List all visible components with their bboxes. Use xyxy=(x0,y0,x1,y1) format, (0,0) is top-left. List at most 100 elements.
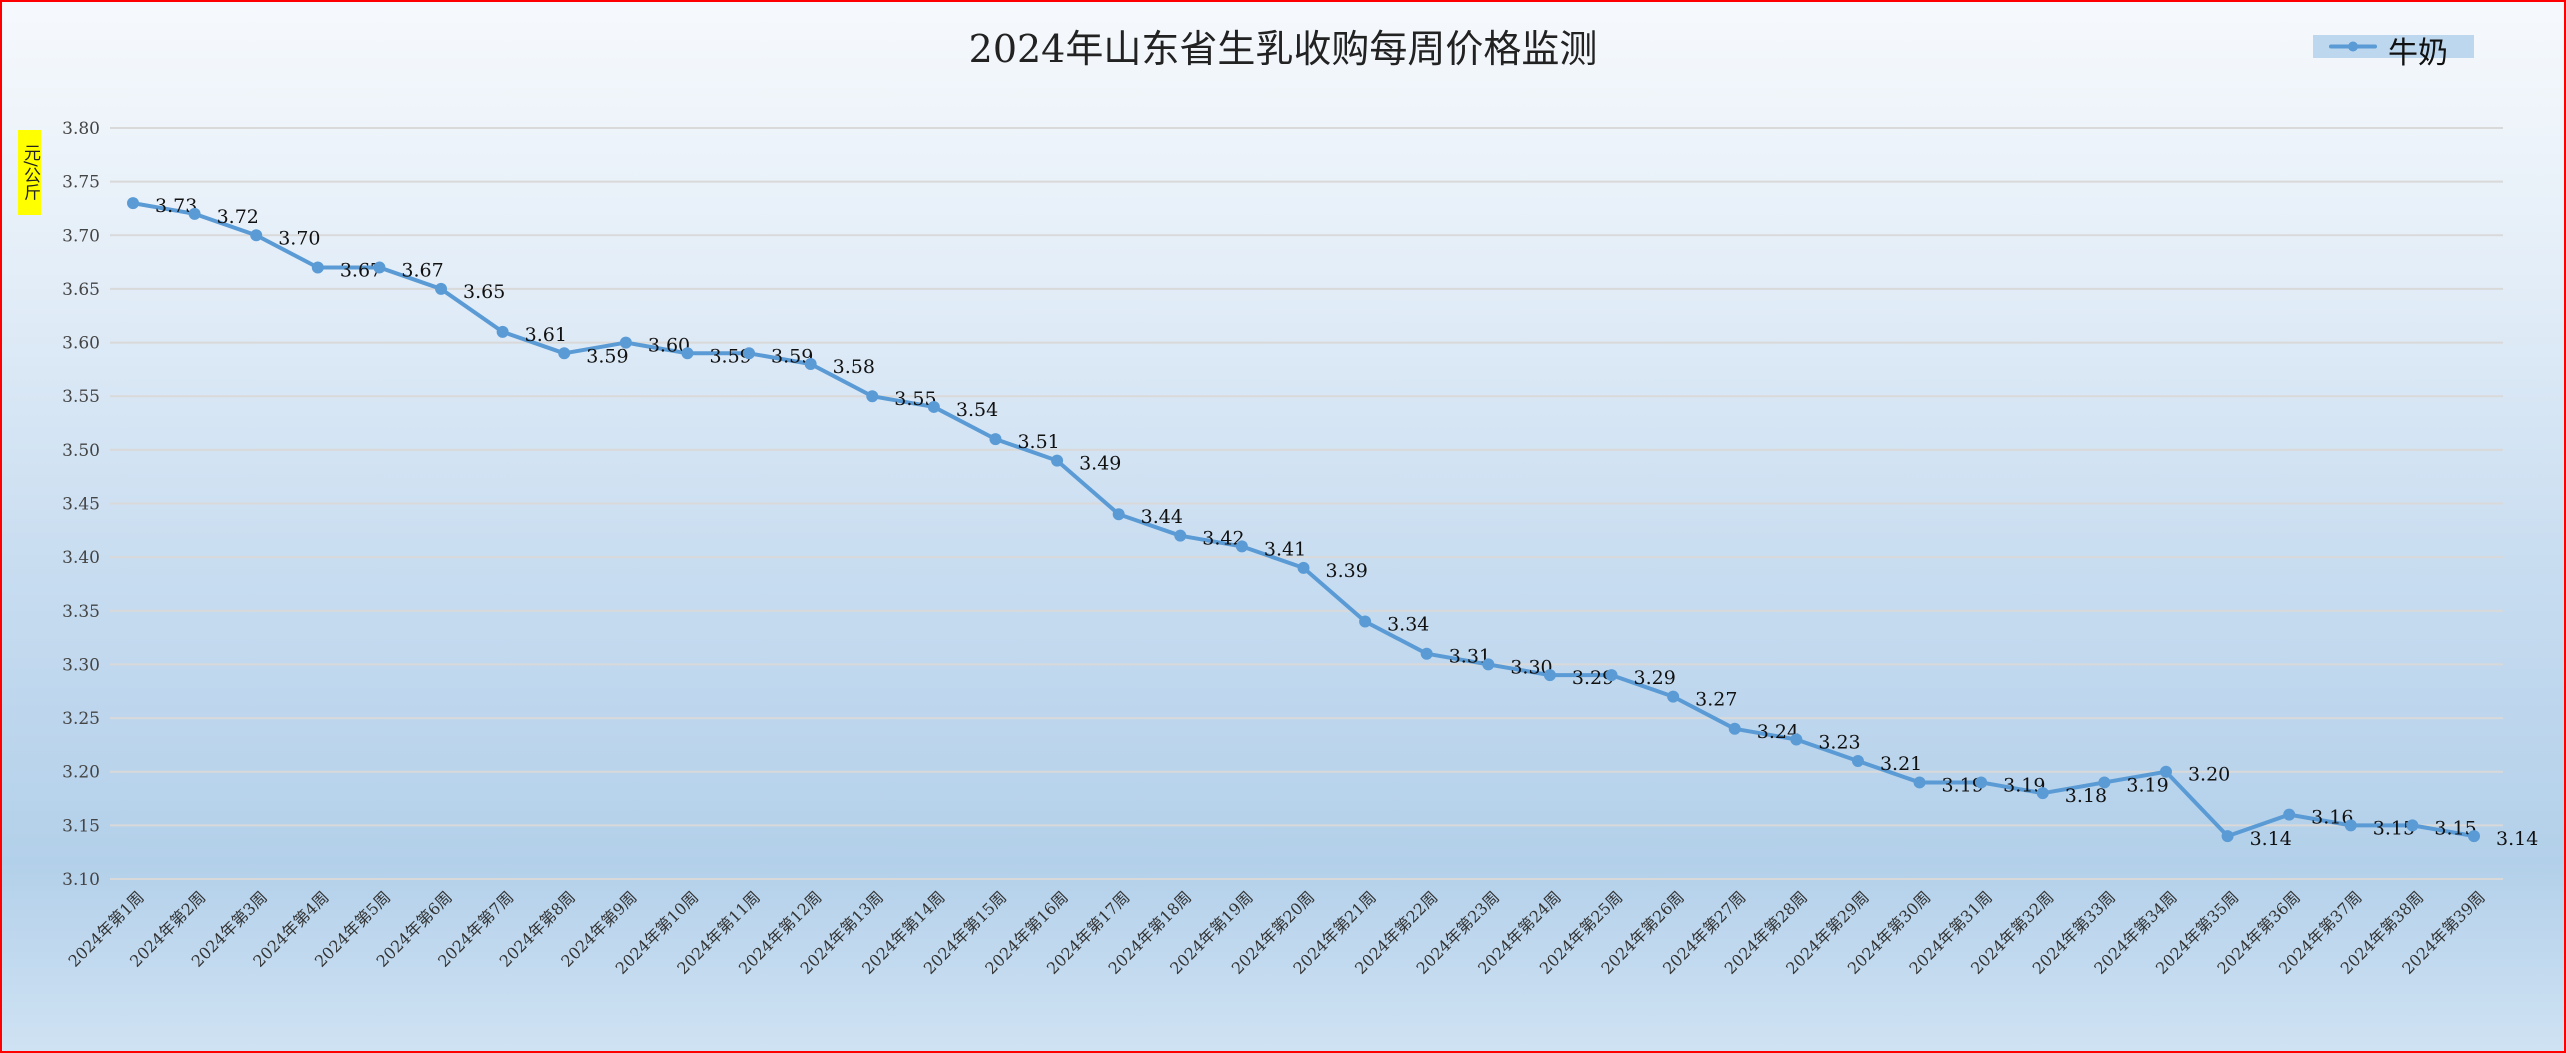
data-point xyxy=(1975,776,1988,789)
y-tick-label: 3.55 xyxy=(62,387,100,407)
legend xyxy=(2313,35,2474,58)
y-tick-label: 3.80 xyxy=(62,119,100,139)
data-label: 3.58 xyxy=(833,356,875,378)
data-point xyxy=(2098,776,2111,789)
data-label: 3.19 xyxy=(1942,774,1984,796)
data-point xyxy=(1051,454,1064,467)
data-label: 3.29 xyxy=(1572,667,1614,689)
y-tick-label: 3.65 xyxy=(62,280,100,300)
y-tick-label: 3.25 xyxy=(62,709,100,729)
data-point xyxy=(2344,819,2357,832)
data-point xyxy=(373,261,386,274)
data-point xyxy=(619,336,632,349)
data-label: 3.29 xyxy=(1634,667,1676,689)
data-label: 3.23 xyxy=(1818,732,1860,754)
data-point xyxy=(1667,690,1680,703)
legend-label: 牛奶 xyxy=(2388,36,2448,71)
data-label: 3.59 xyxy=(709,345,751,367)
y-axis-unit-label: 元/公斤 xyxy=(18,130,41,215)
data-label: 3.41 xyxy=(1264,538,1306,560)
data-label: 3.15 xyxy=(2434,817,2476,839)
data-point xyxy=(866,390,879,403)
data-point xyxy=(127,197,139,210)
data-point xyxy=(1482,658,1495,671)
y-tick-label: 3.20 xyxy=(62,763,100,783)
data-point xyxy=(2036,787,2049,800)
data-point xyxy=(1605,669,1618,682)
data-label: 3.30 xyxy=(1510,656,1552,678)
data-point xyxy=(558,347,571,360)
data-point xyxy=(1790,733,1803,746)
data-point xyxy=(2221,830,2234,843)
data-label: 3.55 xyxy=(894,388,936,410)
data-point xyxy=(496,325,509,338)
data-label: 3.59 xyxy=(586,345,628,367)
data-point xyxy=(250,229,263,242)
data-point xyxy=(435,282,448,295)
data-label: 3.54 xyxy=(956,399,998,421)
data-label: 3.24 xyxy=(1757,721,1799,743)
data-label: 3.14 xyxy=(2250,828,2292,850)
data-point xyxy=(1359,615,1372,628)
data-point xyxy=(1174,529,1187,542)
data-point xyxy=(311,261,324,274)
data-label: 3.73 xyxy=(155,195,197,217)
y-tick-label: 3.40 xyxy=(62,548,100,568)
data-label: 3.34 xyxy=(1387,614,1429,636)
data-point xyxy=(1913,776,1926,789)
data-label: 3.59 xyxy=(771,345,813,367)
data-point xyxy=(1235,540,1248,553)
y-tick-label: 3.35 xyxy=(62,602,100,622)
data-label: 3.72 xyxy=(217,206,259,228)
data-label: 3.39 xyxy=(1326,560,1368,582)
data-label: 3.65 xyxy=(463,281,505,303)
data-label: 3.19 xyxy=(2126,774,2168,796)
y-tick-label: 3.10 xyxy=(62,870,100,890)
data-point xyxy=(2283,808,2296,821)
legend-line-marker-icon xyxy=(2329,41,2377,52)
data-label: 3.15 xyxy=(2373,817,2415,839)
data-label: 3.16 xyxy=(2311,807,2353,829)
data-label: 3.14 xyxy=(2496,828,2538,850)
data-label: 3.44 xyxy=(1141,506,1183,528)
y-tick-label: 3.60 xyxy=(62,334,100,354)
chart-title: 2024年山东省生乳收购每周价格监测 xyxy=(968,27,1598,71)
data-label: 3.18 xyxy=(2065,785,2107,807)
data-label: 3.19 xyxy=(2003,774,2045,796)
y-tick-label: 3.30 xyxy=(62,655,100,675)
data-point xyxy=(2468,830,2480,843)
data-label: 3.61 xyxy=(525,324,567,346)
data-point xyxy=(1851,754,1864,767)
y-tick-label: 3.45 xyxy=(62,495,100,515)
data-point xyxy=(2406,819,2419,832)
data-point xyxy=(1728,722,1741,735)
data-label: 3.67 xyxy=(340,259,382,281)
data-label: 3.27 xyxy=(1695,689,1737,711)
y-tick-label: 3.70 xyxy=(62,226,100,246)
y-tick-label: 3.75 xyxy=(62,173,100,193)
data-point xyxy=(1543,669,1556,682)
data-point xyxy=(927,400,940,413)
data-point xyxy=(188,207,201,220)
data-point xyxy=(681,347,694,360)
y-tick-label: 3.15 xyxy=(62,816,100,836)
data-point xyxy=(1112,508,1125,521)
data-label: 3.60 xyxy=(648,335,690,357)
data-label: 3.31 xyxy=(1449,646,1491,668)
data-point xyxy=(1420,647,1433,660)
data-point xyxy=(1297,561,1310,574)
data-point xyxy=(804,358,817,371)
data-label: 3.42 xyxy=(1202,528,1244,550)
data-label: 3.70 xyxy=(278,227,320,249)
data-label: 3.49 xyxy=(1079,453,1121,475)
data-point xyxy=(743,347,756,360)
y-tick-label: 3.50 xyxy=(62,441,100,461)
data-point xyxy=(989,433,1002,446)
data-label: 3.51 xyxy=(1017,431,1059,453)
data-label: 3.20 xyxy=(2188,764,2230,786)
data-label: 3.67 xyxy=(401,259,443,281)
data-point xyxy=(2159,765,2172,778)
data-label: 3.21 xyxy=(1880,753,1922,775)
